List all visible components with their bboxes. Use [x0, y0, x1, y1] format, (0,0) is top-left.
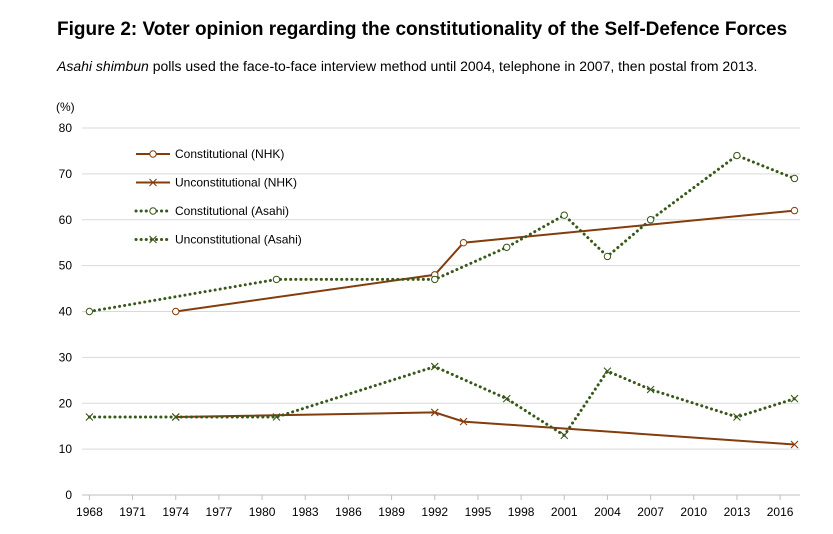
y-tick-label: 10	[59, 442, 73, 456]
y-tick-label: 80	[59, 121, 73, 135]
x-tick-label: 1986	[335, 505, 362, 519]
x-tick-label: 1995	[465, 505, 492, 519]
data-point	[85, 413, 94, 421]
x-tick-label: 1983	[292, 505, 319, 519]
y-tick-label: 70	[59, 167, 73, 181]
series-line	[87, 364, 796, 438]
data-point	[603, 252, 612, 261]
data-point	[790, 394, 799, 403]
legend-label: Unconstitutional (NHK)	[175, 176, 297, 190]
gridlines	[82, 127, 800, 450]
data-point	[733, 151, 741, 160]
x-tick-label: 1971	[119, 505, 146, 519]
x-tick-label: 1974	[162, 505, 189, 519]
data-point	[172, 307, 180, 316]
x-tick-label: 1989	[378, 505, 405, 519]
data-point	[430, 362, 439, 371]
y-tick-label: 0	[65, 488, 72, 502]
legend: Constitutional (NHK) Unconstitutional (NH…	[134, 147, 302, 247]
legend-entry: Constitutional (Asahi)	[134, 204, 289, 218]
data-point	[733, 413, 741, 421]
legend-entry: Constitutional (NHK)	[136, 147, 284, 161]
series-unconstitutional-nhk	[171, 408, 799, 449]
data-point	[85, 307, 94, 316]
data-point	[149, 235, 157, 244]
data-point	[272, 413, 281, 421]
data-point	[459, 238, 468, 247]
data-point	[646, 385, 655, 394]
subtitle-rest: polls used the face-to-face interview me…	[148, 58, 758, 74]
x-tick-label: 1968	[76, 505, 103, 519]
series-constitutional-asahi	[85, 151, 799, 316]
data-point	[149, 207, 157, 215]
chart-title: Figure 2: Voter opinion regarding the co…	[57, 19, 788, 40]
y-tick-label: 50	[59, 259, 73, 273]
x-tick-label: 1977	[206, 505, 233, 519]
legend-entry: Unconstitutional (Asahi)	[134, 233, 302, 247]
data-point	[646, 216, 655, 224]
x-tick-label: 2016	[767, 505, 794, 519]
x-tick-label: 1992	[421, 505, 448, 519]
y-tick-label: 30	[59, 350, 73, 364]
subtitle-italic: Asahi shimbun	[57, 58, 149, 74]
x-tick-label: 2013	[724, 505, 751, 519]
data-point	[272, 275, 281, 284]
legend-label: Constitutional (Asahi)	[175, 204, 289, 218]
data-point	[790, 206, 799, 215]
axes: 0 10 20 30 40 50 60 70 80 1968 1971 1974 1977 1980 198…	[59, 121, 800, 519]
x-tick-label: 2007	[637, 505, 664, 519]
series-constitutional-nhk	[172, 206, 799, 316]
y-tick-label: 20	[59, 396, 73, 410]
legend-label: Unconstitutional (Asahi)	[175, 233, 302, 247]
y-axis-label: (%)	[56, 100, 75, 114]
legend-entry: Unconstitutional (NHK)	[136, 176, 297, 190]
data-point	[603, 367, 612, 376]
data-point	[459, 417, 468, 426]
y-tick-label: 40	[59, 305, 73, 319]
data-point	[790, 440, 799, 449]
series-group	[85, 151, 799, 449]
data-point	[430, 408, 439, 417]
x-tick-label: 2010	[680, 505, 707, 519]
chart-subtitle: Asahi shimbun polls used the face-to-fac…	[57, 58, 757, 74]
data-point	[149, 150, 157, 158]
legend-label: Constitutional (NHK)	[175, 147, 284, 161]
series-line	[175, 411, 795, 446]
data-point	[431, 275, 439, 284]
y-tick-label: 60	[59, 213, 73, 227]
series-unconstitutional-asahi	[85, 362, 799, 440]
data-point	[790, 174, 799, 183]
data-point	[503, 243, 511, 251]
x-tick-label: 2001	[551, 505, 578, 519]
data-point	[502, 394, 511, 403]
x-tick-label: 1980	[249, 505, 276, 519]
data-point	[560, 431, 569, 440]
data-point	[560, 211, 568, 219]
data-point	[171, 413, 180, 421]
x-tick-label: 1998	[508, 505, 535, 519]
series-line	[175, 209, 795, 313]
data-point	[149, 178, 157, 187]
x-tick-label: 2004	[594, 505, 621, 519]
